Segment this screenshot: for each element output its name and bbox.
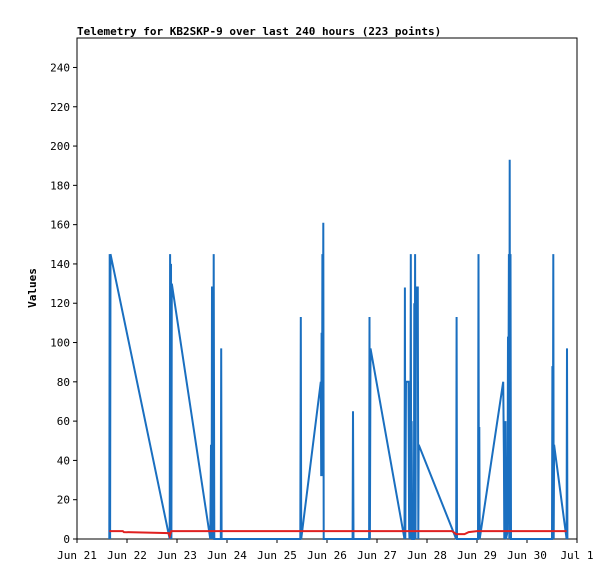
x-tick-label: Jun 22 xyxy=(107,549,147,562)
x-tick-label: Jun 21 xyxy=(57,549,97,562)
x-tick-label: Jul 1 xyxy=(560,549,593,562)
y-tick-label: 120 xyxy=(50,297,70,310)
y-tick-label: 60 xyxy=(57,415,70,428)
y-tick-label: 200 xyxy=(50,140,70,153)
series-line-1 xyxy=(108,159,569,540)
y-tick-label: 180 xyxy=(50,179,70,192)
y-axis: 0 20 40 60 80 100 120 140 160 180 200 220 240 xyxy=(50,61,77,546)
series-line-2 xyxy=(109,530,567,540)
x-tick-label: Jun 28 xyxy=(407,549,447,562)
plot-frame xyxy=(76,37,578,540)
y-tick-label: 80 xyxy=(57,376,70,389)
x-tick-label: Jun 30 xyxy=(507,549,547,562)
y-tick-label: 40 xyxy=(57,454,70,467)
y-tick-label: 100 xyxy=(50,337,70,350)
x-tick-label: Jun 26 xyxy=(307,549,347,562)
y-tick-label: 0 xyxy=(63,533,70,546)
x-axis: Jun 21 Jun 22 Jun 23 Jun 24 Jun 25 Jun 26 Jun … xyxy=(57,539,594,562)
y-tick-label: 20 xyxy=(57,494,70,507)
y-tick-label: 160 xyxy=(50,219,70,232)
x-tick-label: Jun 24 xyxy=(207,549,247,562)
y-tick-label: 240 xyxy=(50,61,70,74)
y-axis-label: Values xyxy=(26,268,39,308)
x-tick-label: Jun 27 xyxy=(357,549,397,562)
chart-title: Telemetry for KB2SKP-9 over last 240 hou… xyxy=(77,25,441,38)
x-tick-label: Jun 25 xyxy=(257,549,297,562)
series-layer xyxy=(108,159,569,540)
y-tick-label: 220 xyxy=(50,101,70,114)
y-tick-label: 140 xyxy=(50,258,70,271)
x-tick-label: Jun 23 xyxy=(157,549,197,562)
x-tick-label: Jun 29 xyxy=(457,549,497,562)
